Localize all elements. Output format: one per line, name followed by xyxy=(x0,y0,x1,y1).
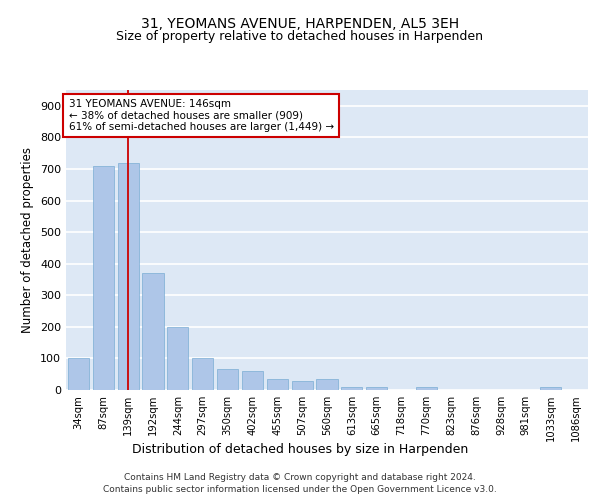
Bar xyxy=(118,162,139,390)
Text: Contains public sector information licensed under the Open Government Licence v3: Contains public sector information licen… xyxy=(103,485,497,494)
Bar xyxy=(292,380,313,390)
Bar xyxy=(316,379,338,390)
Text: Distribution of detached houses by size in Harpenden: Distribution of detached houses by size … xyxy=(132,442,468,456)
Text: 31 YEOMANS AVENUE: 146sqm
← 38% of detached houses are smaller (909)
61% of semi: 31 YEOMANS AVENUE: 146sqm ← 38% of detac… xyxy=(68,99,334,132)
Bar xyxy=(540,387,561,390)
Bar xyxy=(416,387,437,390)
Bar xyxy=(267,379,288,390)
Bar xyxy=(217,370,238,390)
Text: Contains HM Land Registry data © Crown copyright and database right 2024.: Contains HM Land Registry data © Crown c… xyxy=(124,472,476,482)
Bar xyxy=(242,371,263,390)
Bar xyxy=(192,358,213,390)
Bar xyxy=(68,358,89,390)
Bar xyxy=(167,327,188,390)
Y-axis label: Number of detached properties: Number of detached properties xyxy=(22,147,34,333)
Bar xyxy=(142,273,164,390)
Text: Size of property relative to detached houses in Harpenden: Size of property relative to detached ho… xyxy=(116,30,484,43)
Text: 31, YEOMANS AVENUE, HARPENDEN, AL5 3EH: 31, YEOMANS AVENUE, HARPENDEN, AL5 3EH xyxy=(141,18,459,32)
Bar xyxy=(366,387,387,390)
Bar xyxy=(341,387,362,390)
Bar xyxy=(93,166,114,390)
